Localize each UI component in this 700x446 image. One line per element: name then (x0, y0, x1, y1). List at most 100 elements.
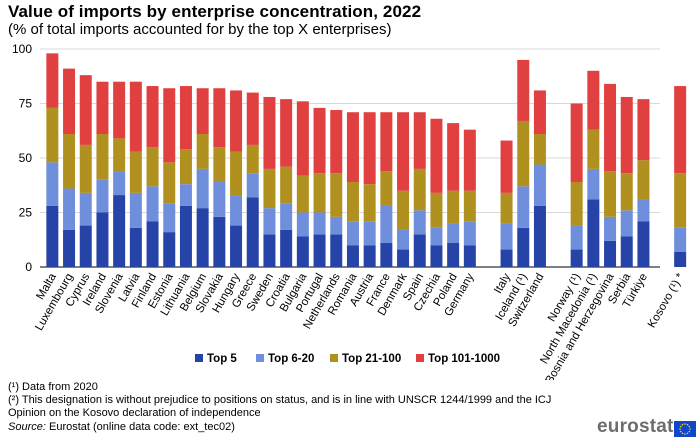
bar-segment (363, 184, 376, 222)
flag-star (688, 430, 691, 433)
bar-segment (129, 227, 142, 267)
bar-segment (230, 225, 243, 267)
bar-segment (196, 134, 209, 169)
footnote-3: Opinion on the Kosovo declaration of ind… (8, 407, 261, 419)
bar-segment (113, 81, 126, 139)
bar-segment (570, 249, 583, 267)
bar-segment (447, 190, 460, 224)
y-tick-label: 0 (25, 260, 32, 274)
bar-segment (637, 199, 650, 222)
bar-segment (430, 227, 443, 246)
bar-segment (463, 221, 476, 246)
bar-segment (533, 164, 546, 206)
bar-segment (346, 181, 359, 222)
stacked-bar-chart: 0 25 50 75 100 MaltaLuxembourgCyprusIrelandS… (12, 42, 687, 380)
bar-segment (146, 86, 159, 148)
flag-star (684, 433, 686, 435)
chart-subtitle: (% of total imports accounted for by the… (8, 21, 392, 38)
bar-segment (263, 96, 276, 169)
bar-segment (620, 173, 633, 211)
bar-segment (587, 168, 600, 200)
flag-star (684, 423, 686, 425)
bar-segment (447, 123, 460, 191)
bar-segment (129, 151, 142, 193)
bar-segment (517, 59, 530, 121)
bar-segment (637, 99, 650, 161)
bar-segment (587, 199, 600, 267)
bar-segment (620, 236, 633, 267)
bar-segment (213, 181, 226, 217)
eurostat-logo: eurostat (597, 416, 674, 437)
bar-segment (196, 208, 209, 267)
bar-segment (46, 205, 59, 267)
bar-segment (346, 221, 359, 246)
legend-label: Top 5 (207, 353, 237, 365)
bar-segment (674, 173, 687, 228)
bar-segment (296, 212, 309, 237)
bar-segment (313, 234, 326, 267)
bar-segment (604, 216, 617, 241)
bars (46, 53, 687, 267)
bar-segment (533, 134, 546, 165)
legend-label: Top 6-20 (268, 353, 314, 365)
bar-segment (620, 210, 633, 237)
bar-segment (517, 186, 530, 228)
bar-segment (363, 245, 376, 267)
bar-segment (230, 195, 243, 226)
bar-segment (674, 86, 687, 174)
bar-segment (79, 225, 92, 267)
bar-segment (63, 134, 76, 189)
flag-star (688, 425, 691, 428)
bar-segment (380, 205, 393, 244)
bar-segment (46, 162, 59, 206)
x-axis-ticks: MaltaLuxembourgCyprusIrelandSloveniaLatv… (33, 271, 687, 380)
bar-segment (363, 221, 376, 246)
bar-segment (213, 147, 226, 182)
bar-segment (380, 243, 393, 267)
bar-segment (246, 173, 259, 198)
bar-segment (129, 81, 142, 152)
bar-segment (500, 249, 513, 267)
bar-segment (587, 129, 600, 169)
bar-segment (330, 234, 343, 267)
bar-segment (517, 227, 530, 267)
bar-segment (330, 110, 343, 174)
bar-segment (179, 184, 192, 206)
bar-segment (96, 212, 109, 267)
bar-segment (263, 234, 276, 267)
bar-segment (430, 118, 443, 193)
bar-segment (604, 240, 617, 267)
bar-segment (447, 223, 460, 244)
bar-segment (230, 90, 243, 152)
eu-flag-icon (674, 421, 696, 437)
bar-segment (246, 144, 259, 174)
bar-segment (517, 120, 530, 187)
bar-segment (129, 192, 142, 228)
bar-segment (96, 81, 109, 135)
bar-segment (620, 96, 633, 174)
legend-swatch (416, 354, 424, 362)
bar-segment (96, 179, 109, 213)
bar-segment (179, 205, 192, 267)
bar-segment (533, 205, 546, 267)
legend-swatch (195, 354, 203, 362)
bar-segment (296, 101, 309, 176)
bar-segment (163, 88, 176, 163)
bar-segment (447, 243, 460, 267)
bar-segment (196, 88, 209, 135)
bar-segment (570, 103, 583, 182)
bar-segment (163, 232, 176, 267)
bar-segment (163, 203, 176, 233)
flag-star (686, 432, 689, 435)
flag-star (681, 432, 684, 435)
bar-segment (313, 212, 326, 235)
bar-segment (146, 147, 159, 187)
legend-swatch (330, 354, 338, 362)
bar-segment (280, 166, 293, 204)
bar-segment (246, 92, 259, 145)
bar-segment (363, 112, 376, 185)
bar-segment (263, 208, 276, 235)
bar-segment (397, 112, 410, 191)
bar-segment (463, 245, 476, 267)
bar-segment (113, 195, 126, 267)
